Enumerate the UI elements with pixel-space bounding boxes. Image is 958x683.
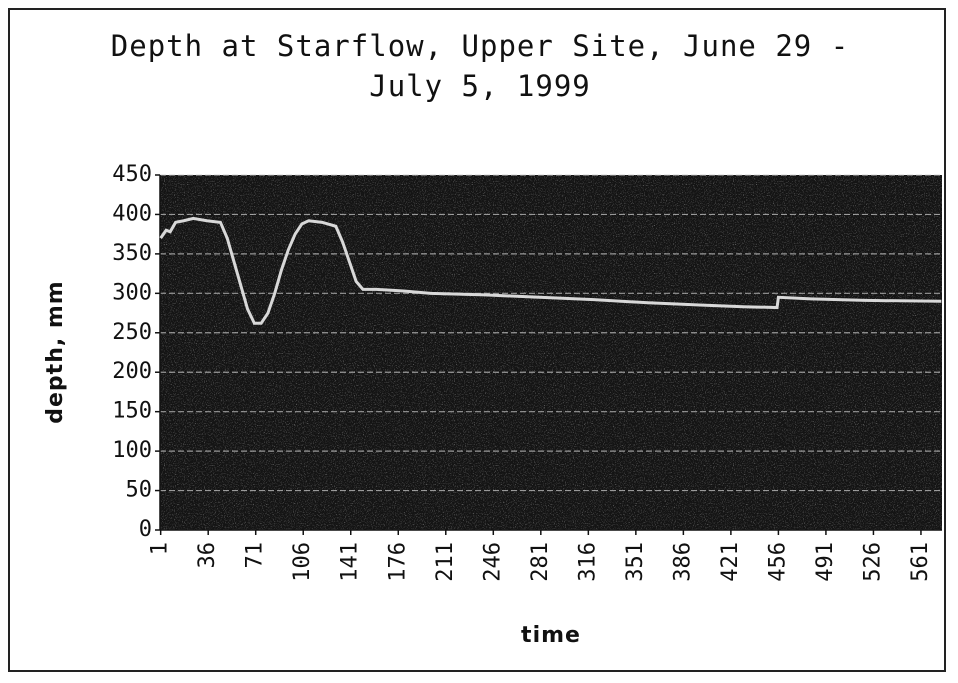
x-tick-label: 316: [575, 542, 600, 582]
x-tick-label: 176: [385, 542, 410, 582]
y-tick-label: 250: [112, 320, 152, 345]
chart-frame: [8, 8, 946, 672]
x-tick-label: 526: [860, 542, 885, 582]
y-axis-title: depth, mm: [43, 280, 68, 423]
chart-title: Depth at Starflow, Upper Site, June 29 -…: [110, 29, 850, 103]
x-tick-label: 456: [765, 542, 790, 582]
y-tick-label: 350: [112, 241, 152, 266]
x-tick-label: 246: [480, 542, 505, 582]
y-tick-label: 200: [112, 359, 152, 384]
y-tick-label: 150: [112, 399, 152, 424]
y-tick-label: 100: [112, 438, 152, 463]
y-tick-label: 0: [139, 517, 152, 542]
x-tick-label: 1: [148, 542, 173, 555]
y-tick-label: 300: [112, 280, 152, 305]
y-tick-label: 50: [126, 478, 153, 503]
x-tick-label: 211: [433, 542, 458, 582]
x-tick-label: 141: [338, 542, 363, 582]
x-tick-label: 106: [290, 542, 315, 582]
plot-texture: [160, 175, 942, 530]
x-tick-label: 386: [670, 542, 695, 582]
data-line: [159, 216, 942, 325]
x-tick-label: 71: [243, 542, 268, 569]
x-tick-label: 36: [195, 542, 220, 569]
x-tick-label: 561: [908, 542, 933, 582]
y-tick-label: 450: [112, 162, 152, 187]
x-tick-label: 421: [718, 542, 743, 582]
x-tick-label: 351: [623, 542, 648, 582]
x-tick-label: 491: [813, 542, 838, 582]
x-tick-label: 281: [528, 542, 553, 582]
x-axis-title: time: [521, 623, 581, 648]
y-tick-label: 400: [112, 201, 152, 226]
